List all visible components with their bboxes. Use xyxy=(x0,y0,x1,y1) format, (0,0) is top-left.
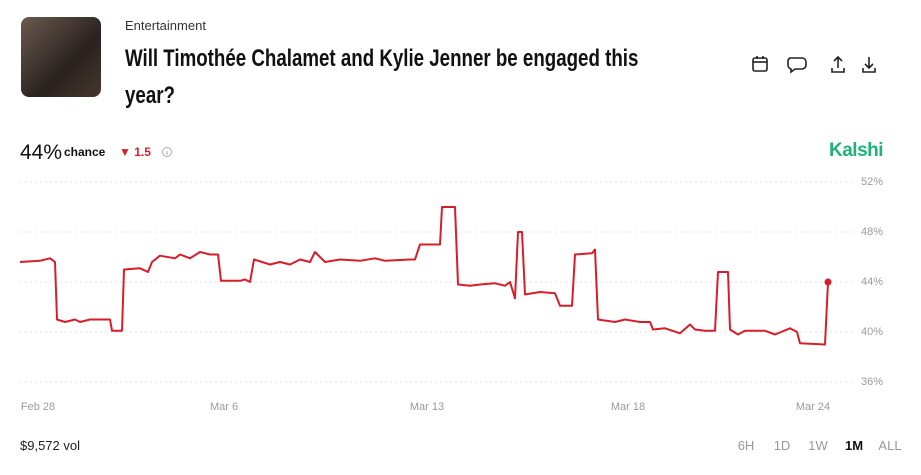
y-tick-label: 44% xyxy=(861,276,883,288)
change-value: 1.5 xyxy=(134,145,151,159)
share-icon[interactable] xyxy=(831,55,845,73)
x-tick-label: Feb 28 xyxy=(21,401,55,413)
range-button[interactable]: 1W xyxy=(808,438,828,453)
range-selector: 6H 1D 1W 1M ALL xyxy=(728,438,908,453)
download-icon[interactable] xyxy=(862,57,876,73)
x-tick-label: Mar 18 xyxy=(611,401,645,413)
calendar-icon[interactable] xyxy=(752,56,768,72)
x-tick-label: Mar 24 xyxy=(796,401,830,413)
market-image xyxy=(21,17,101,97)
chance-value: 44% xyxy=(20,141,63,164)
x-tick-label: Mar 13 xyxy=(410,401,444,413)
comment-icon[interactable] xyxy=(787,57,807,74)
range-button[interactable]: 1M xyxy=(844,438,864,453)
category: Entertainment xyxy=(125,18,206,33)
x-tick-label: Mar 6 xyxy=(210,401,238,413)
range-button[interactable]: 6H xyxy=(737,438,755,453)
y-tick-label: 48% xyxy=(861,226,883,238)
price-line xyxy=(19,206,829,346)
info-icon[interactable] xyxy=(161,146,173,158)
y-tick-label: 40% xyxy=(861,326,883,338)
change: ▼ 1.5 xyxy=(119,145,151,159)
market-title: Will Timothée Chalamet and Kylie Jenner … xyxy=(125,45,639,109)
chart: 52% 48% 44% 40% 36% Feb 28 Mar 6 Mar 13 Mar 18 Ma… xyxy=(19,176,883,413)
toolbar xyxy=(752,55,876,74)
brand: Kalshi xyxy=(829,140,884,161)
y-tick-label: 36% xyxy=(861,376,883,388)
chance-label: chance xyxy=(64,145,106,159)
last-point xyxy=(824,278,832,286)
volume: $9,572 vol xyxy=(20,438,80,453)
y-tick-label: 52% xyxy=(861,176,883,188)
range-button[interactable]: 1D xyxy=(773,438,791,453)
range-button[interactable]: ALL xyxy=(878,438,902,453)
